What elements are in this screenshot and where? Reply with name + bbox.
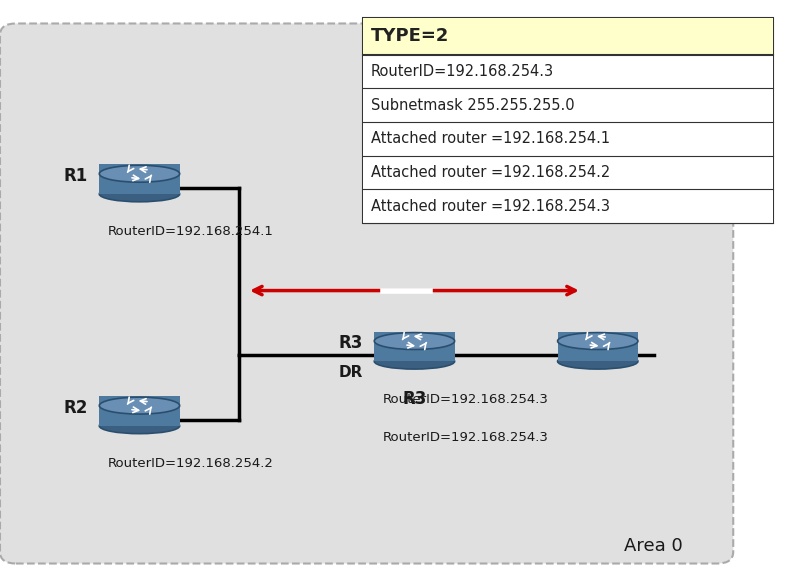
Bar <box>363 88 773 122</box>
Text: Subnetmask 255.255.255.0: Subnetmask 255.255.255.0 <box>371 97 574 113</box>
Text: RouterID=192.168.254.3: RouterID=192.168.254.3 <box>383 393 548 406</box>
Text: Attached router =192.168.254.3: Attached router =192.168.254.3 <box>371 199 610 214</box>
Bar <box>363 55 773 88</box>
Text: DR: DR <box>338 365 363 380</box>
Bar <box>363 190 773 223</box>
Ellipse shape <box>100 418 179 434</box>
Text: RouterID=192.168.254.1: RouterID=192.168.254.1 <box>108 225 273 238</box>
Bar <box>100 164 179 194</box>
Bar <box>375 332 454 362</box>
Bar <box>363 122 773 156</box>
Text: RouterID=192.168.254.2: RouterID=192.168.254.2 <box>108 457 273 470</box>
Ellipse shape <box>100 397 179 414</box>
Text: RouterID=192.168.254.3: RouterID=192.168.254.3 <box>383 431 548 444</box>
FancyBboxPatch shape <box>0 23 733 564</box>
Text: Attached router =192.168.254.1: Attached router =192.168.254.1 <box>371 131 610 146</box>
Text: Attached router =192.168.254.2: Attached router =192.168.254.2 <box>371 165 610 180</box>
Bar <box>363 156 773 190</box>
Ellipse shape <box>558 353 638 369</box>
Text: R1: R1 <box>64 167 88 185</box>
Text: RouterID=192.168.254.3: RouterID=192.168.254.3 <box>371 64 554 79</box>
Ellipse shape <box>100 186 179 202</box>
Bar <box>558 332 638 362</box>
Bar <box>363 18 773 55</box>
Text: R3: R3 <box>402 390 426 408</box>
Text: TYPE=2: TYPE=2 <box>371 27 449 45</box>
Text: R2: R2 <box>63 399 88 417</box>
Ellipse shape <box>375 353 454 369</box>
Text: R3: R3 <box>338 335 363 352</box>
Ellipse shape <box>375 333 454 349</box>
Text: Area 0: Area 0 <box>624 537 683 555</box>
Bar <box>363 18 773 223</box>
Bar <box>100 396 179 426</box>
Ellipse shape <box>558 333 638 349</box>
Ellipse shape <box>100 166 179 182</box>
